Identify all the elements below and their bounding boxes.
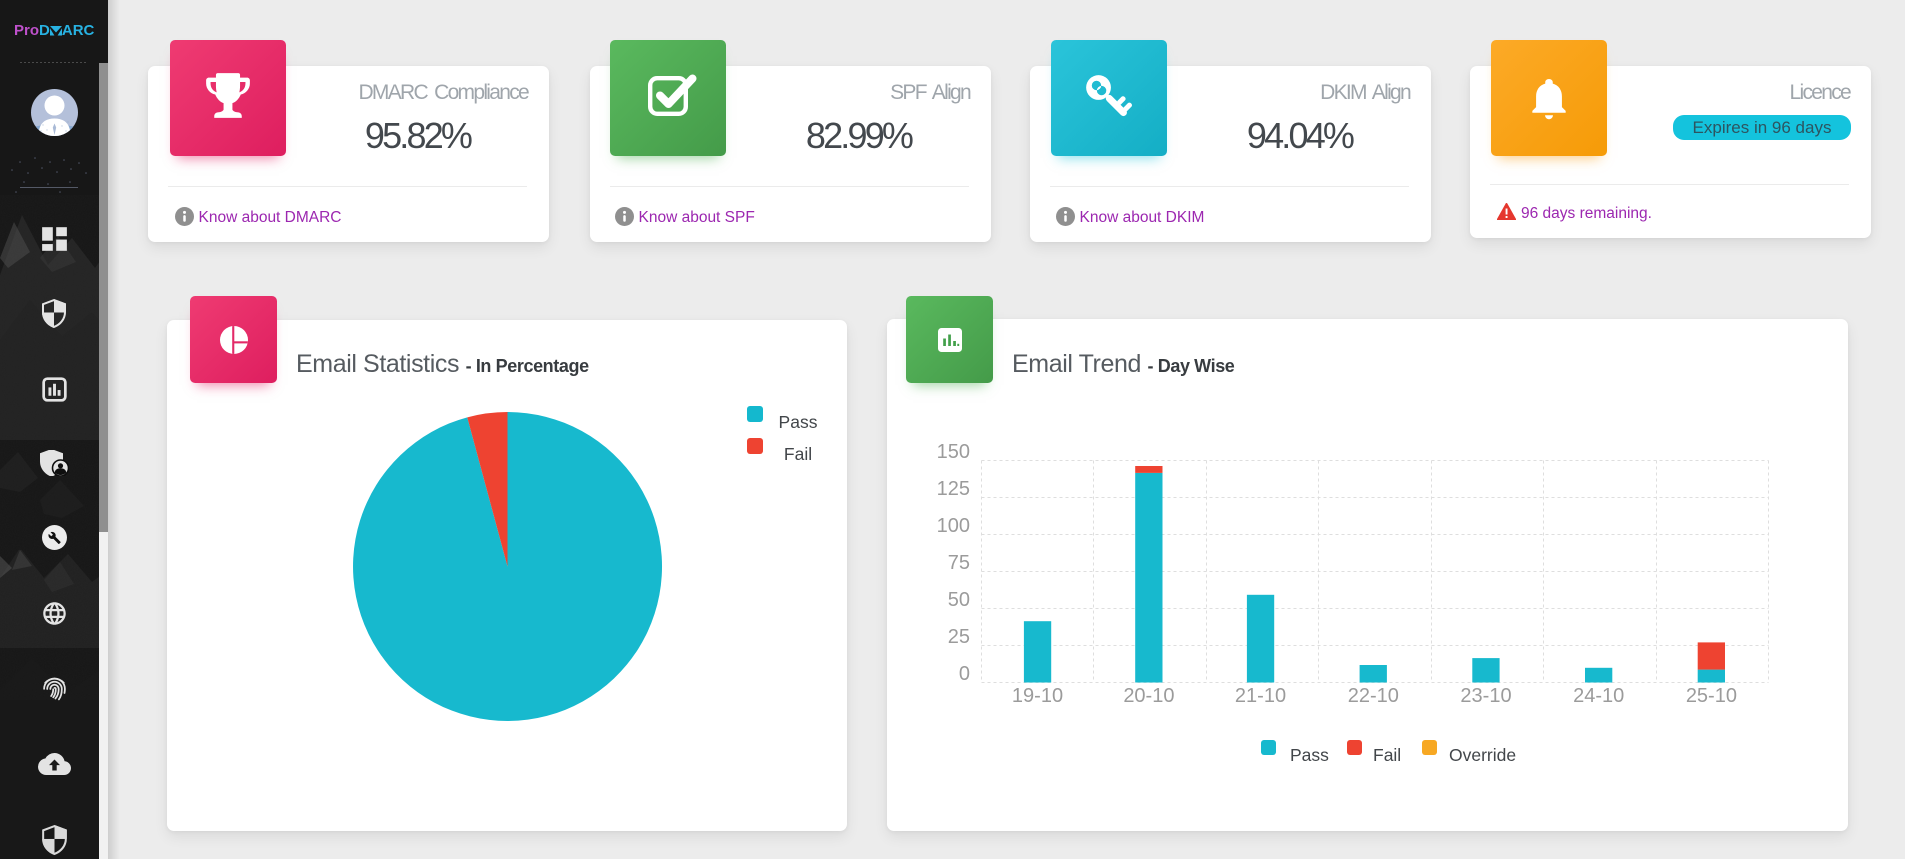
svg-text:24-10: 24-10 <box>1573 685 1624 707</box>
svg-text:23-10: 23-10 <box>1460 685 1511 707</box>
svg-text:50: 50 <box>948 589 970 611</box>
svg-text:100: 100 <box>937 515 970 537</box>
svg-text:22-10: 22-10 <box>1348 685 1399 707</box>
svg-text:20-10: 20-10 <box>1123 685 1174 707</box>
svg-text:125: 125 <box>937 478 970 500</box>
svg-text:75: 75 <box>948 552 970 574</box>
svg-text:21-10: 21-10 <box>1235 685 1286 707</box>
svg-text:19-10: 19-10 <box>1012 685 1063 707</box>
svg-text:25: 25 <box>948 626 970 648</box>
svg-text:25-10: 25-10 <box>1686 685 1737 707</box>
svg-text:150: 150 <box>937 441 970 463</box>
svg-text:0: 0 <box>959 663 970 685</box>
